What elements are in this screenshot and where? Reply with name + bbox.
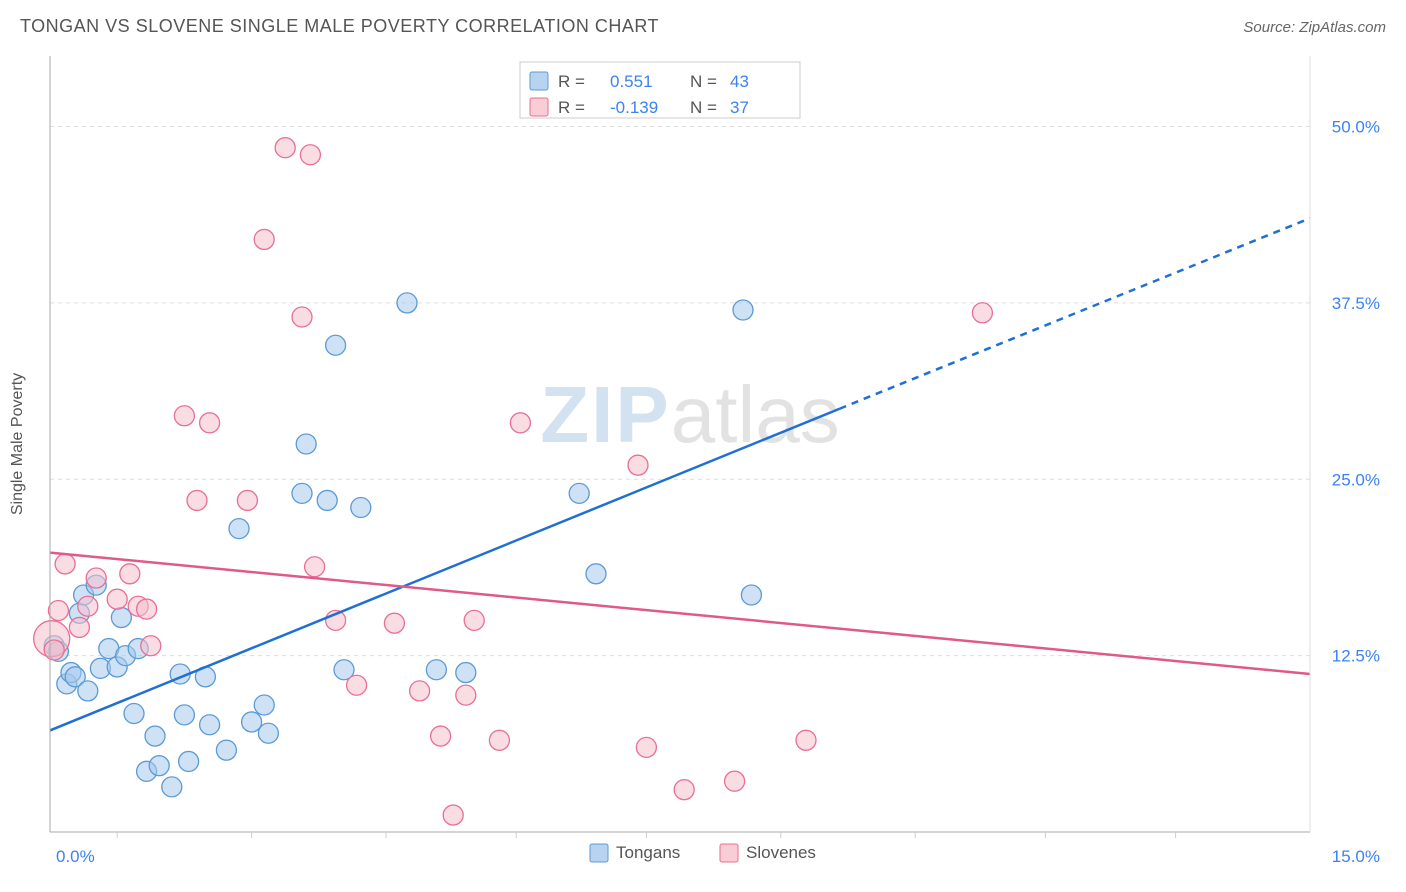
data-point [510,413,530,433]
data-point [326,335,346,355]
data-point [300,145,320,165]
data-point [292,483,312,503]
data-point [48,600,68,620]
data-point [410,681,430,701]
trend-line [50,409,840,731]
data-point [162,777,182,797]
data-point [187,490,207,510]
data-point [443,805,463,825]
data-point [296,434,316,454]
data-point [741,585,761,605]
data-point [137,599,157,619]
source-label: Source: ZipAtlas.com [1243,19,1386,36]
x-max-label: 15.0% [1332,847,1380,866]
data-point [426,660,446,680]
data-point [69,617,89,637]
data-point [242,712,262,732]
legend-label: Slovenes [746,843,816,862]
data-point [111,608,131,628]
data-point [317,490,337,510]
data-point [44,640,64,660]
data-point [145,726,165,746]
data-point [628,455,648,475]
data-point [456,685,476,705]
data-point [456,663,476,683]
data-point [200,715,220,735]
trend-line-dashed [840,218,1310,408]
data-point [725,771,745,791]
data-point [636,737,656,757]
y-axis-label: Single Male Poverty [9,373,26,515]
data-point [200,413,220,433]
data-point [174,705,194,725]
data-point [120,564,140,584]
data-point [351,497,371,517]
data-point [216,740,236,760]
data-point [674,780,694,800]
data-point [275,138,295,158]
y-tick-label: 25.0% [1332,470,1380,489]
data-point [569,483,589,503]
y-tick-label: 37.5% [1332,294,1380,313]
data-point [258,723,278,743]
chart-title: TONGAN VS SLOVENE SINGLE MALE POVERTY CO… [20,16,659,36]
data-point [237,490,257,510]
data-point [384,613,404,633]
data-point [489,730,509,750]
legend-swatch [530,98,548,116]
data-point [179,751,199,771]
x-min-label: 0.0% [56,847,95,866]
data-point [586,564,606,584]
data-point [78,681,98,701]
legend-swatch [720,844,738,862]
data-point [86,568,106,588]
data-point [254,229,274,249]
data-point [78,596,98,616]
y-tick-label: 50.0% [1332,118,1380,137]
y-tick-label: 12.5% [1332,647,1380,666]
data-point [292,307,312,327]
data-point [55,554,75,574]
series-points-0 [44,293,761,797]
legend-swatch [530,72,548,90]
data-point [229,519,249,539]
trend-line [50,553,1310,674]
data-point [733,300,753,320]
data-point [107,589,127,609]
data-point [124,703,144,723]
data-point [397,293,417,313]
data-point [254,695,274,715]
data-point [141,636,161,656]
data-point [431,726,451,746]
data-point [347,675,367,695]
stats-row: R = -0.139N = 37 [558,98,749,117]
data-point [149,756,169,776]
data-point [972,303,992,323]
data-point [464,610,484,630]
legend-swatch [590,844,608,862]
data-point [174,406,194,426]
watermark: ZIPatlas [540,370,839,459]
data-point [305,557,325,577]
data-point [796,730,816,750]
correlation-chart: TONGAN VS SLOVENE SINGLE MALE POVERTY CO… [0,0,1406,892]
legend-label: Tongans [616,843,680,862]
svg-text:ZIPatlas: ZIPatlas [540,370,839,459]
